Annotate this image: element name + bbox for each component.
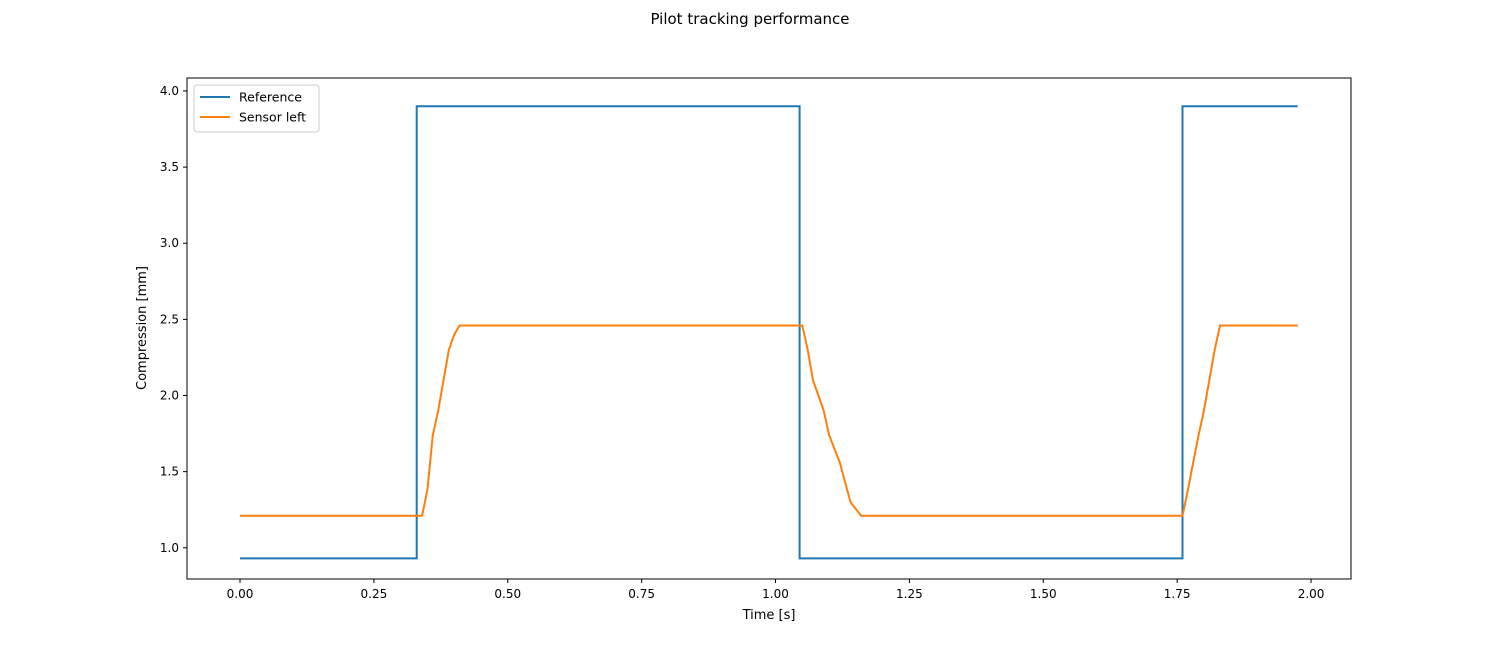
x-tick-label: 1.25 <box>896 587 923 601</box>
x-tick-label: 0.00 <box>227 587 254 601</box>
y-tick-label: 2.5 <box>160 312 179 326</box>
series-layer <box>240 105 1298 560</box>
series-line-sensor-left <box>240 324 1298 517</box>
y-tick-label: 1.0 <box>160 541 179 555</box>
y-tick-label: 2.0 <box>160 389 179 403</box>
y-tick-label: 3.5 <box>160 160 179 174</box>
x-tick-label: 0.75 <box>628 587 655 601</box>
x-tick-label: 1.75 <box>1164 587 1191 601</box>
y-axis-label: Compression [mm] <box>135 266 150 390</box>
plot-frame <box>186 77 1352 580</box>
legend-label: Sensor left <box>239 110 306 125</box>
legend-label: Reference <box>239 90 302 105</box>
y-tick-label: 4.0 <box>160 84 179 98</box>
x-axis: 0.00 0.25 0.50 0.75 1.00 1.25 1.50 1.75 2.00 <box>227 579 1325 601</box>
x-tick-label: 0.50 <box>494 587 521 601</box>
y-axis: 1.0 1.5 2.0 2.5 3.0 3.5 4.0 <box>160 84 187 555</box>
x-tick-label: 1.50 <box>1030 587 1057 601</box>
legend: Reference Sensor left <box>193 84 320 133</box>
series-line-reference <box>240 105 1298 560</box>
y-tick-label: 3.0 <box>160 236 179 250</box>
x-tick-label: 1.00 <box>762 587 789 601</box>
x-axis-label: Time [s] <box>742 608 796 623</box>
y-tick-label: 1.5 <box>160 465 179 479</box>
x-tick-label: 2.00 <box>1298 587 1325 601</box>
chart-title: Pilot tracking performance <box>650 10 849 28</box>
x-tick-label: 0.25 <box>361 587 388 601</box>
